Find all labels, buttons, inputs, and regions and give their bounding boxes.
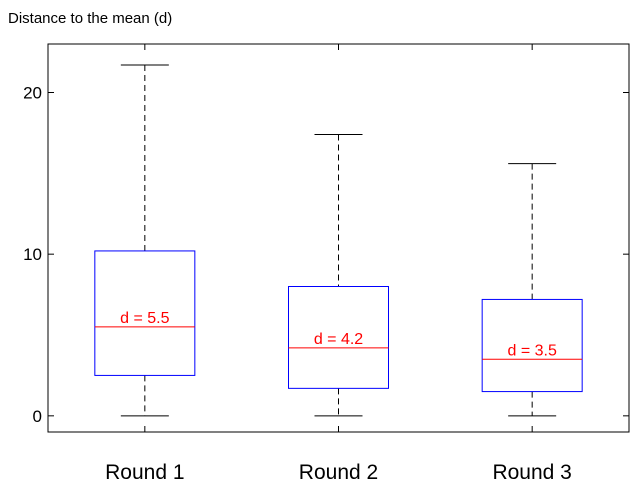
y-tick-label: 20 xyxy=(23,84,42,103)
y-tick-label: 0 xyxy=(33,407,42,426)
x-category-label: Round 2 xyxy=(299,461,378,483)
median-label: d = 5.5 xyxy=(120,310,169,327)
box xyxy=(94,250,196,376)
y-axis-label: Distance to the mean (d) xyxy=(8,10,173,27)
y-tick-label: 10 xyxy=(23,245,42,264)
median-label: d = 3.5 xyxy=(507,342,556,359)
median-label: d = 4.2 xyxy=(314,331,363,348)
box xyxy=(481,298,583,393)
x-category-label: Round 1 xyxy=(105,461,184,483)
box xyxy=(288,286,389,389)
x-category-label: Round 3 xyxy=(492,461,571,483)
